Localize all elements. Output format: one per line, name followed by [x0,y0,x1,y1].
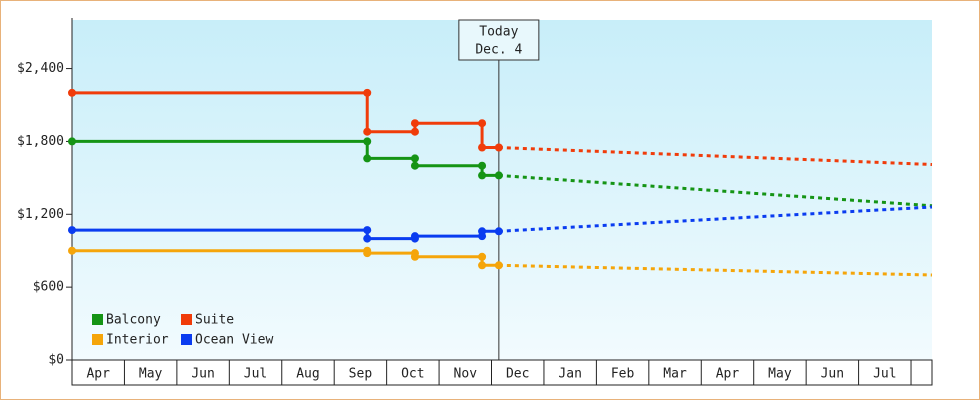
x-tick-label: May [139,367,163,382]
x-tick-label: Apr [716,367,740,382]
x-tick-label: Jul [873,367,896,382]
marker [410,161,419,170]
legend-swatch [181,314,192,325]
marker [494,261,503,270]
marker [494,171,503,180]
legend-label: Balcony [106,313,161,328]
x-tick-label: Oct [401,367,424,382]
today-label: Today [479,25,518,40]
marker [363,154,372,163]
marker [410,252,419,261]
marker [410,154,419,163]
marker [363,127,372,136]
marker [68,226,76,235]
x-tick-label: Apr [86,367,110,382]
legend-swatch [92,314,103,325]
legend-label: Ocean View [195,333,273,348]
marker [410,119,419,128]
x-axis-band [71,359,933,386]
plot-area [72,20,932,360]
x-tick-label: Mar [663,367,687,382]
today-box [458,19,540,61]
y-tick-label: $600 [33,280,64,295]
marker [478,252,487,261]
y-tick-label: $1,200 [17,207,64,222]
marker [478,227,487,236]
marker [68,246,76,255]
marker [478,119,487,128]
forecast-line [498,173,933,208]
legend-swatch [181,334,192,345]
series-line [72,91,499,149]
marker [494,227,503,236]
x-tick-label: Dec [506,367,529,382]
today-label: Dec. 4 [475,43,522,58]
legend-label: Interior [106,333,169,348]
marker [363,88,372,97]
marker [410,232,419,241]
x-tick-label: Jun [191,367,214,382]
marker [478,171,487,180]
marker [68,137,76,146]
x-tick-label: Jun [821,367,844,382]
marker [494,143,503,152]
y-tick-label: $1,800 [17,134,64,149]
marker [478,261,487,270]
y-tick-label: $0 [48,353,64,368]
x-tick-label: May [768,367,792,382]
x-tick-label: Jul [244,367,267,382]
y-tick-label: $2,400 [17,61,64,76]
legend-swatch [92,334,103,345]
marker [363,137,372,146]
x-tick-label: Nov [454,367,478,382]
marker [478,161,487,170]
forecast-line [498,146,933,166]
x-tick-label: Aug [296,367,319,382]
marker [363,234,372,243]
x-tick-label: Feb [611,367,635,382]
marker [363,249,372,258]
forecast-line [498,263,933,277]
marker [68,88,76,97]
x-tick-label: Jan [558,367,581,382]
legend-label: Suite [195,313,234,328]
marker [478,143,487,152]
marker [410,127,419,136]
x-tick-label: Sep [349,367,373,382]
marker [363,226,372,235]
forecast-line [498,205,933,233]
